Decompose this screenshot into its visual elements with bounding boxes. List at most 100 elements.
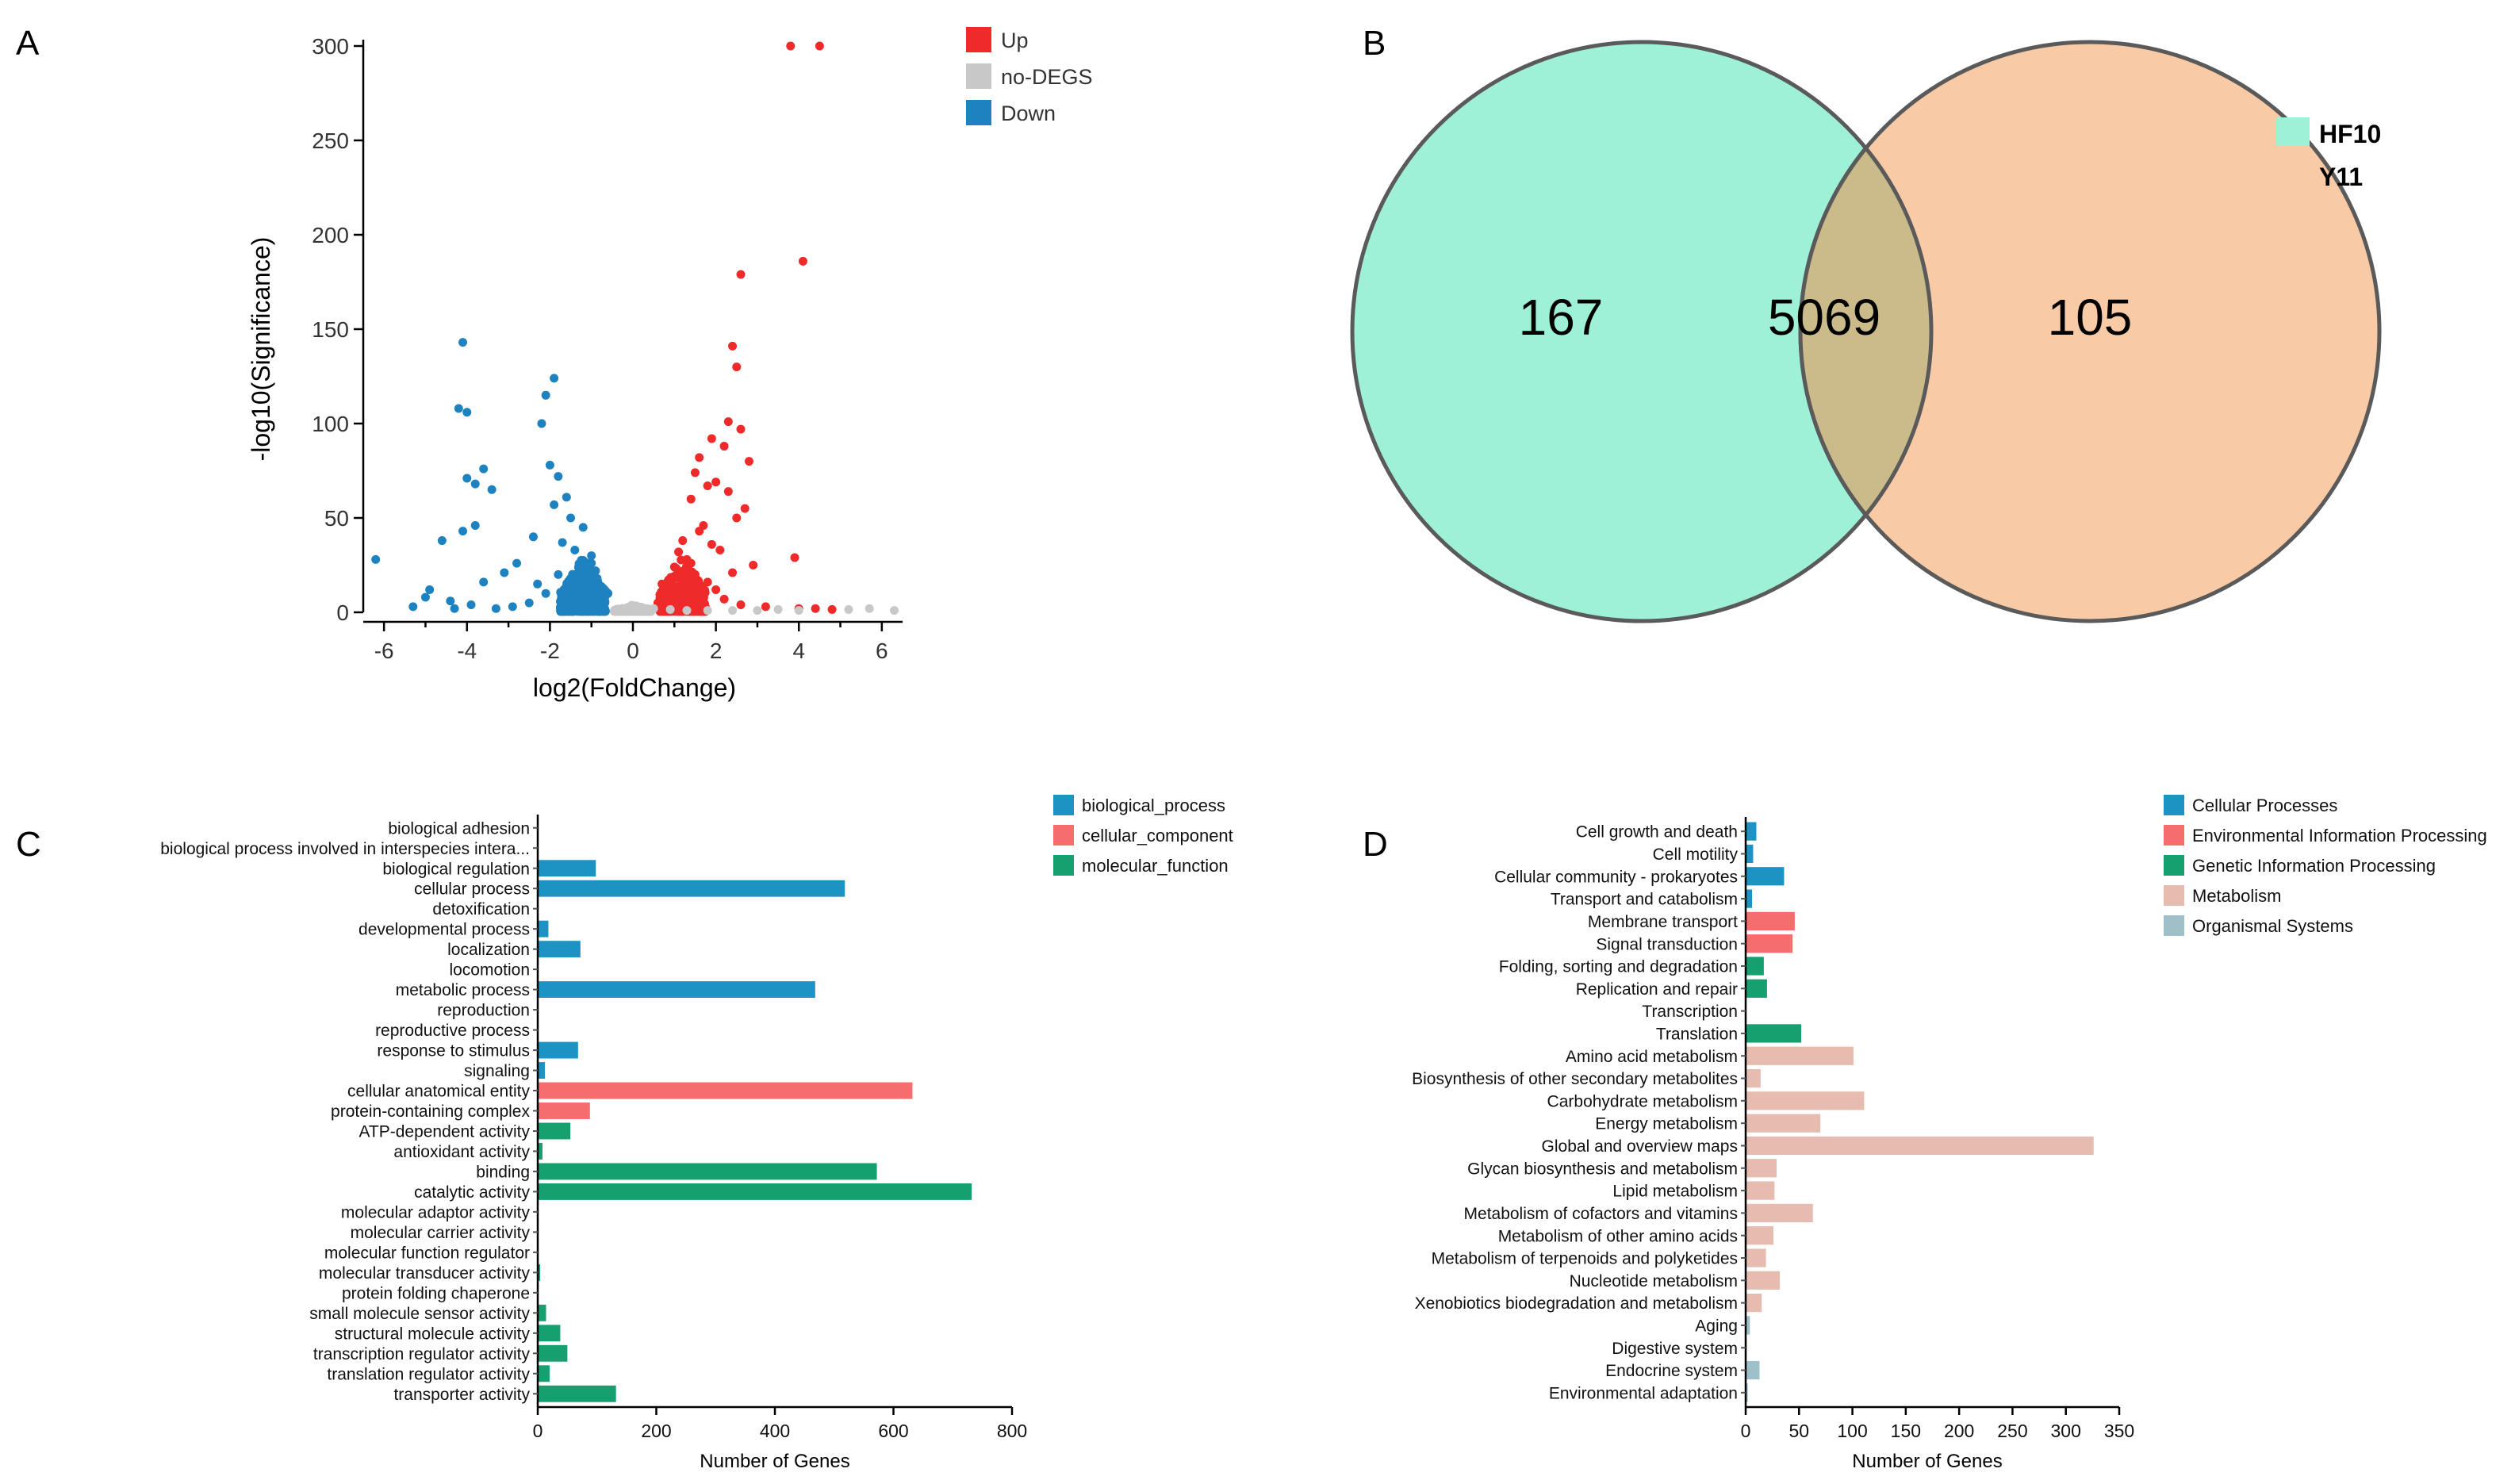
- category-label: metabolic process: [396, 981, 530, 999]
- volcano-point: [707, 434, 716, 443]
- category-label: Global and overview maps: [1542, 1137, 1738, 1156]
- x-tick-label: -4: [457, 638, 477, 663]
- bar: [1746, 1181, 1775, 1200]
- volcano-point-dense: [698, 596, 707, 606]
- category-label: locomotion: [449, 961, 530, 980]
- volcano-point: [695, 453, 704, 462]
- category-label: Metabolism of other amino acids: [1498, 1227, 1738, 1245]
- volcano-point: [578, 523, 588, 532]
- x-tick-label: 200: [641, 1421, 671, 1441]
- volcano-point: [761, 602, 770, 612]
- bar: [538, 860, 596, 877]
- legend-label: biological_process: [1082, 796, 1225, 815]
- volcano-point: [574, 573, 584, 583]
- category-label: cellular anatomical entity: [347, 1083, 530, 1101]
- bar: [1746, 1248, 1766, 1267]
- volcano-point: [649, 604, 658, 613]
- category-label: biological adhesion: [388, 819, 530, 838]
- go-category-labels: biological adhesion biological process in…: [160, 819, 530, 1404]
- volcano-point: [479, 577, 489, 587]
- category-label: Cellular community - prokaryotes: [1494, 868, 1738, 886]
- volcano-point: [711, 477, 721, 487]
- x-tick-label: 300: [2051, 1421, 2081, 1441]
- y-tick-label: 100: [312, 412, 349, 436]
- y-tick-label: 250: [312, 128, 349, 153]
- category-label: Transcription: [1642, 1003, 1738, 1021]
- volcano-point: [578, 562, 588, 572]
- bar: [538, 1163, 877, 1180]
- bar: [538, 1062, 545, 1079]
- legend-swatch: [1053, 855, 1074, 876]
- bar: [538, 1344, 568, 1362]
- legend-label: Cellular Processes: [2192, 796, 2337, 815]
- bar: [1746, 911, 1795, 930]
- volcano-point: [582, 585, 592, 594]
- volcano-point: [815, 41, 824, 51]
- bar: [538, 1385, 616, 1402]
- volcano-point: [611, 604, 621, 614]
- x-tick-label: 100: [1837, 1421, 1867, 1441]
- volcano-point: [678, 536, 688, 546]
- bar: [1746, 1294, 1762, 1313]
- kegg-bar-chart: Cell growth and death Cell motility Cellul…: [1412, 795, 2487, 1472]
- bar: [1746, 889, 1753, 908]
- volcano-point: [674, 547, 684, 557]
- panel-letter-d: D: [1363, 825, 1388, 864]
- x-tick-label: -6: [374, 638, 394, 663]
- volcano-point: [711, 585, 721, 594]
- legend-label: no-DEGS: [1001, 65, 1093, 89]
- panel-letter-b: B: [1363, 24, 1386, 63]
- volcano-point: [732, 513, 742, 523]
- legend-label: Metabolism: [2192, 886, 2281, 906]
- volcano-point: [604, 589, 613, 598]
- volcano-point: [890, 606, 899, 615]
- volcano-point: [558, 538, 567, 547]
- category-label: structural molecule activity: [335, 1325, 531, 1343]
- volcano-point: [674, 581, 684, 591]
- category-label: catalytic activity: [414, 1183, 530, 1202]
- category-label: developmental process: [358, 921, 530, 939]
- category-label: molecular function regulator: [324, 1244, 530, 1262]
- volcano-point: [487, 485, 496, 494]
- bar: [538, 1082, 913, 1099]
- volcano-point: [462, 408, 472, 417]
- legend-swatch: [966, 27, 991, 52]
- volcano-point: [686, 494, 696, 504]
- venn-diagram: 167 5069 105 HF10 Y11: [1350, 40, 2382, 623]
- category-label: Nucleotide metabolism: [1570, 1272, 1738, 1290]
- volcano-point-dense: [578, 555, 588, 565]
- legend-label: Organismal Systems: [2192, 916, 2353, 936]
- volcano-point-dense: [588, 598, 597, 608]
- volcano-point: [665, 604, 675, 614]
- volcano-point: [707, 539, 716, 549]
- legend-swatch: [2164, 915, 2184, 936]
- volcano-point: [669, 596, 679, 606]
- category-label: Carbohydrate metabolism: [1547, 1092, 1738, 1110]
- panel-letter-a: A: [16, 24, 40, 63]
- volcano-point: [719, 594, 729, 604]
- bar: [1746, 1091, 1865, 1110]
- volcano-point: [562, 493, 571, 502]
- category-label: reproduction: [437, 1002, 530, 1020]
- volcano-point: [753, 606, 762, 615]
- volcano-point: [537, 419, 546, 428]
- volcano-point: [719, 442, 729, 451]
- volcano-point-dense: [562, 598, 572, 608]
- volcano-point: [682, 606, 692, 615]
- volcano-point: [541, 589, 550, 598]
- category-label: Glycan biosynthesis and metabolism: [1467, 1160, 1738, 1178]
- legend-label: cellular_component: [1082, 826, 1233, 846]
- volcano-point: [587, 551, 596, 561]
- bar: [1746, 1316, 1750, 1335]
- x-tick-label: 800: [997, 1421, 1027, 1441]
- volcano-point: [462, 474, 472, 483]
- volcano-point: [541, 390, 550, 400]
- volcano-point: [690, 569, 700, 579]
- volcano-point: [749, 561, 758, 569]
- volcano-point: [728, 568, 738, 577]
- kegg-legend: Cellular Processes Environmental Informat…: [2164, 795, 2487, 936]
- volcano-point: [844, 604, 853, 614]
- category-label: Endocrine system: [1605, 1362, 1738, 1380]
- category-label: protein-containing complex: [331, 1102, 530, 1121]
- volcano-point: [728, 606, 738, 615]
